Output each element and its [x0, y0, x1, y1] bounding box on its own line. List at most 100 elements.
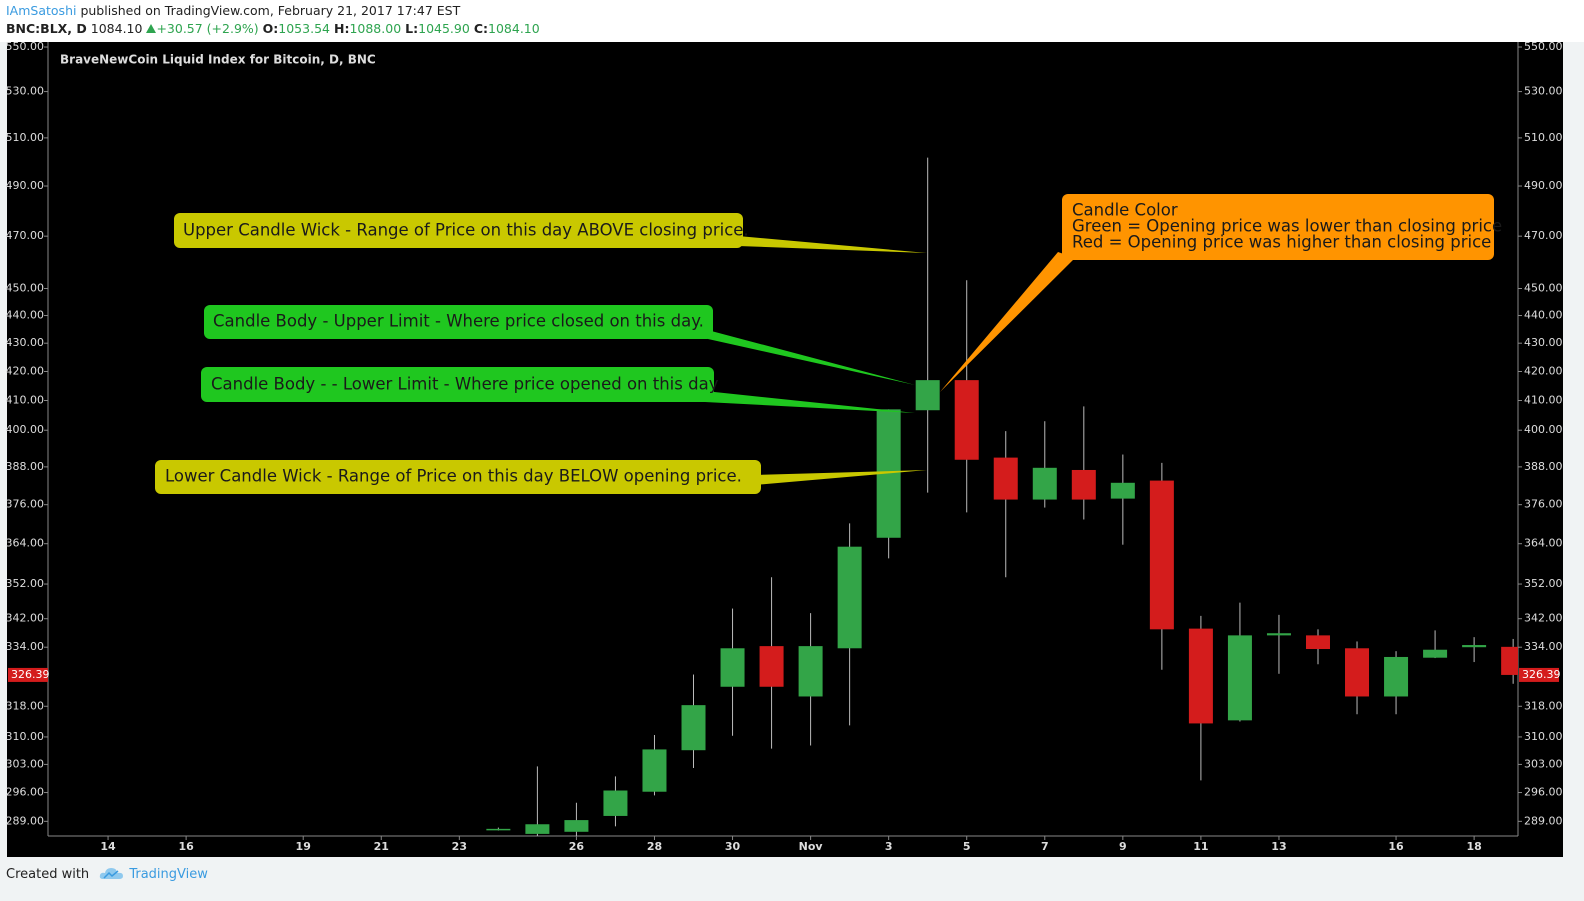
candle-body	[759, 646, 784, 687]
pointer	[700, 328, 915, 385]
x-tick-label: 7	[1041, 840, 1049, 853]
ohlc-value: 1045.90	[418, 21, 470, 36]
y-tick-label: 303.00	[1524, 757, 1563, 770]
y-tick-label: 440.00	[1524, 309, 1563, 322]
candle-body	[993, 457, 1018, 500]
x-tick-label: 23	[452, 840, 467, 853]
x-tick-label: 19	[296, 840, 311, 853]
y-tick-label: 388.00	[1524, 460, 1563, 473]
candle-body	[1423, 649, 1448, 658]
y-tick-label: 303.00	[6, 757, 45, 770]
y-tick-label: 470.00	[6, 229, 45, 242]
published-text: published on TradingView.com, February 2…	[80, 3, 461, 18]
y-tick-label: 440.00	[6, 309, 45, 322]
pointer	[940, 252, 1075, 392]
y-tick-label: 510.00	[1524, 131, 1563, 144]
author-link[interactable]: IAmSatoshi	[6, 3, 77, 18]
y-tick-label: 510.00	[6, 131, 45, 144]
candle-body	[1305, 635, 1330, 650]
x-tick-label: Nov	[799, 840, 824, 853]
y-tick-label: 289.00	[1524, 814, 1563, 827]
candle-body	[1345, 648, 1370, 697]
y-tick-label: 352.00	[6, 577, 45, 590]
candle-body	[1032, 467, 1057, 500]
last-price-label: 326.39	[11, 668, 50, 681]
callout-text: Candle Body - - Lower Limit - Where pric…	[211, 375, 719, 394]
candle-body	[837, 546, 862, 649]
symbol: BNC:BLX, D	[6, 21, 87, 36]
pointer	[738, 236, 927, 253]
candle-body	[1384, 656, 1409, 697]
x-tick-label: 13	[1271, 840, 1286, 853]
callout-text: Candle Color	[1072, 201, 1178, 220]
ohlc-label: L:	[405, 21, 419, 36]
candle-body	[642, 749, 667, 792]
y-tick-label: 410.00	[6, 394, 45, 407]
footer: Created with TradingView	[6, 866, 208, 882]
candle-body	[1227, 635, 1252, 721]
pointer	[755, 470, 927, 485]
candle-body	[1266, 633, 1291, 636]
y-tick-label: 450.00	[1524, 281, 1563, 294]
x-tick-label: 9	[1119, 840, 1127, 853]
y-tick-label: 310.00	[6, 730, 45, 743]
ohlc-label: C:	[473, 21, 489, 36]
y-tick-label: 352.00	[1524, 577, 1563, 590]
annotations: Upper Candle Wick - Range of Price on th…	[155, 194, 1502, 494]
candle-body	[564, 820, 589, 832]
y-tick-label: 289.00	[6, 814, 45, 827]
ohlc-value: 1084.10	[488, 21, 540, 36]
y-tick-label: 334.00	[1524, 640, 1563, 653]
footer-text: Created with	[6, 867, 90, 882]
callout-text: Green = Opening price was lower than clo…	[1072, 217, 1502, 236]
candle-body	[486, 828, 511, 831]
x-tick-label: 18	[1466, 840, 1481, 853]
ohlc-label: H:	[333, 21, 350, 36]
ohlc-value: 1053.54	[278, 21, 330, 36]
last-price-label: 326.39	[1522, 668, 1561, 681]
x-tick-label: 14	[100, 840, 116, 853]
x-tick-label: 21	[374, 840, 389, 853]
ohlc: O:1053.54 H:1088.00 L:1045.90 C:1084.10	[263, 21, 544, 36]
x-tick-label: 16	[178, 840, 194, 853]
candle-body	[954, 380, 979, 460]
chart-background	[7, 42, 1563, 857]
y-tick-label: 342.00	[6, 612, 45, 625]
y-tick-label: 530.00	[6, 85, 45, 98]
y-tick-label: 334.00	[6, 640, 45, 653]
callout-box	[1062, 194, 1494, 260]
x-tick-label: 30	[725, 840, 741, 853]
y-tick-label: 450.00	[6, 281, 45, 294]
axes: 550.00 550.00 530.00 530.00 510.00 510.00 490.…	[6, 40, 1563, 853]
publish-line: IAmSatoshi published on TradingView.com,…	[6, 3, 460, 18]
x-tick-label: 16	[1388, 840, 1404, 853]
y-tick-label: 376.00	[6, 498, 45, 511]
footer-brand[interactable]: TradingView	[129, 867, 208, 882]
y-tick-label: 530.00	[1524, 85, 1563, 98]
y-tick-label: 470.00	[1524, 229, 1563, 242]
callout-text: Candle Body - Upper Limit - Where price …	[213, 312, 704, 331]
up-arrow	[146, 24, 157, 33]
y-tick-label: 550.00	[6, 40, 45, 53]
y-tick-label: 376.00	[1524, 498, 1563, 511]
y-tick-label: 318.00	[6, 699, 45, 712]
y-tick-label: 410.00	[1524, 394, 1563, 407]
y-tick-label: 490.00	[1524, 179, 1563, 192]
y-tick-label: 490.00	[6, 179, 45, 192]
candle-body	[915, 380, 940, 411]
ohlc-label: O:	[262, 21, 279, 36]
candle-body	[1110, 482, 1135, 499]
y-tick-label: 388.00	[6, 460, 45, 473]
y-tick-label: 420.00	[1524, 365, 1563, 378]
x-tick-label: 28	[647, 840, 662, 853]
callout-text: Red = Opening price was higher than clos…	[1072, 233, 1491, 252]
candle-body	[525, 824, 550, 834]
y-tick-label: 296.00	[6, 786, 45, 799]
candle-body	[1462, 645, 1487, 648]
chart-title: BraveNewCoin Liquid Index for Bitcoin, D…	[60, 53, 376, 67]
candle-body	[798, 646, 823, 697]
x-tick-label: 3	[885, 840, 893, 853]
pointer	[705, 391, 915, 413]
callout-box	[174, 213, 743, 248]
